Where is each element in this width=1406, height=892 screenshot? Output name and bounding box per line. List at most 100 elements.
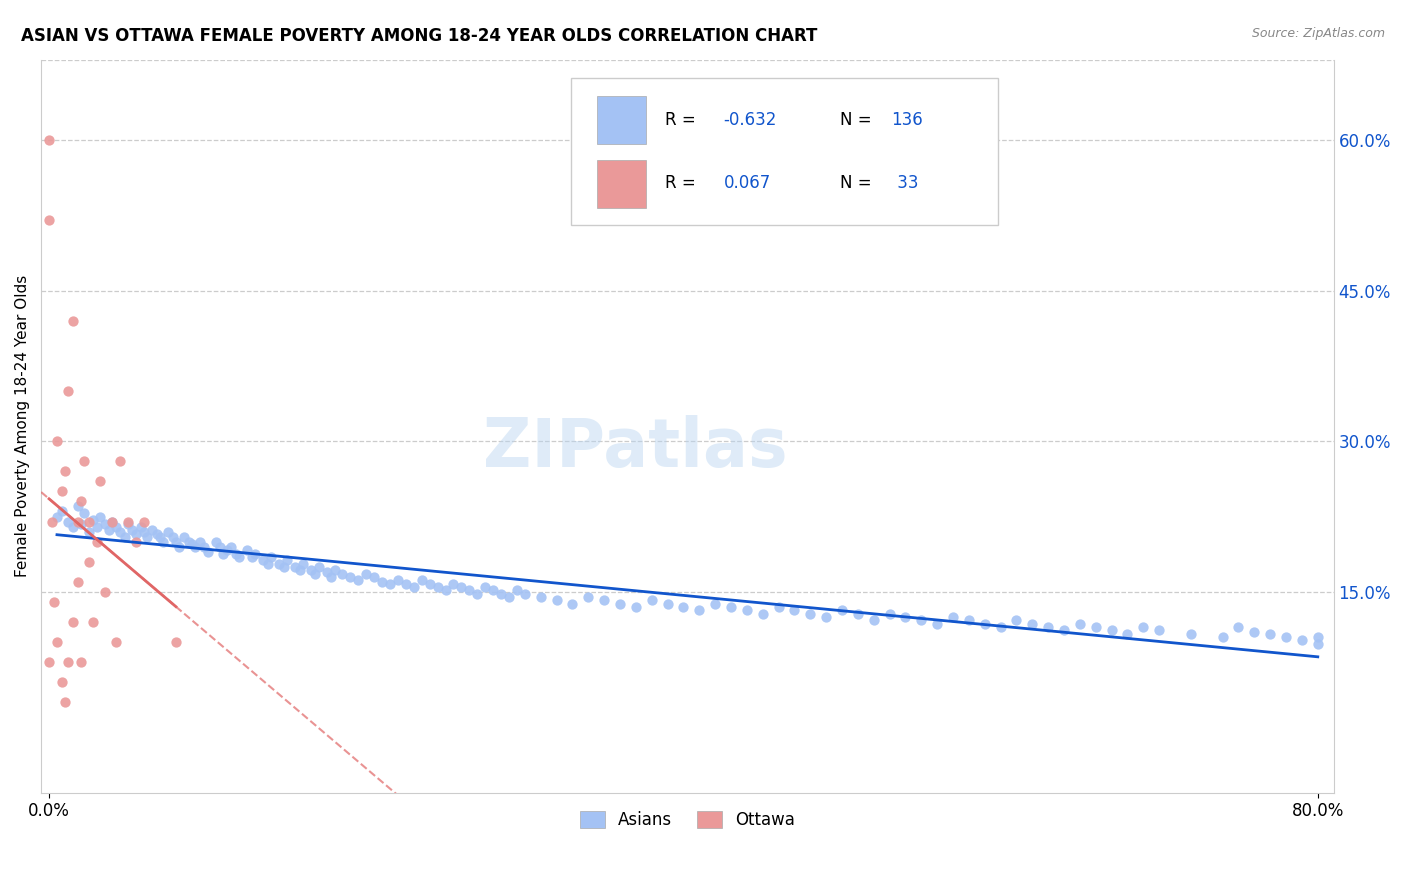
Point: [114, 530, 136, 544]
Point: [82, 512, 104, 526]
Point: [688, 603, 710, 617]
Point: [129, 519, 152, 533]
Point: [77, 555, 100, 569]
Point: [121, 523, 143, 537]
Point: [165, 635, 187, 649]
Point: [267, 557, 290, 571]
Point: [1291, 633, 1313, 648]
Point: [56, 515, 79, 529]
Point: [93, 584, 115, 599]
Point: [66, 500, 89, 514]
Point: [209, 540, 232, 554]
Text: R =: R =: [665, 111, 696, 128]
Point: [624, 599, 647, 614]
Point: [212, 547, 235, 561]
Point: [69, 655, 91, 669]
Point: [41, 515, 63, 529]
Text: Source: ZipAtlas.com: Source: ZipAtlas.com: [1251, 27, 1385, 40]
Point: [252, 552, 274, 566]
Point: [1084, 620, 1107, 634]
Point: [73, 507, 96, 521]
Point: [284, 559, 307, 574]
Point: [799, 607, 821, 621]
Point: [66, 515, 89, 529]
Point: [56, 384, 79, 398]
Point: [411, 573, 433, 587]
Point: [530, 590, 553, 604]
Point: [288, 563, 311, 577]
Point: [1147, 623, 1170, 637]
Point: [1275, 630, 1298, 644]
Point: [197, 544, 219, 558]
Point: [42, 595, 65, 609]
Point: [973, 616, 995, 631]
Point: [221, 540, 243, 554]
Point: [77, 524, 100, 539]
Point: [225, 547, 247, 561]
Point: [735, 603, 758, 617]
Point: [173, 530, 195, 544]
Point: [62, 314, 84, 328]
Point: [204, 534, 226, 549]
Legend: Asians, Ottawa: Asians, Ottawa: [572, 804, 801, 836]
FancyBboxPatch shape: [598, 96, 645, 144]
Point: [894, 610, 917, 624]
Point: [1227, 620, 1250, 634]
Text: R =: R =: [665, 174, 696, 192]
Y-axis label: Female Poverty Among 18-24 Year Olds: Female Poverty Among 18-24 Year Olds: [15, 275, 30, 577]
Point: [443, 576, 465, 591]
Point: [215, 542, 238, 557]
Point: [291, 557, 314, 571]
Point: [149, 530, 172, 544]
Point: [609, 597, 631, 611]
Point: [110, 524, 132, 539]
Point: [165, 534, 187, 549]
Point: [831, 603, 853, 617]
Point: [46, 434, 69, 449]
Point: [180, 536, 202, 550]
Point: [193, 540, 215, 554]
Point: [46, 635, 69, 649]
Point: [419, 576, 441, 591]
Point: [101, 515, 124, 529]
Point: [315, 565, 337, 579]
Point: [69, 516, 91, 531]
FancyBboxPatch shape: [571, 78, 998, 225]
Point: [768, 599, 790, 614]
Point: [751, 607, 773, 621]
Point: [450, 580, 472, 594]
Point: [53, 464, 76, 478]
Point: [657, 597, 679, 611]
Point: [465, 587, 488, 601]
Point: [69, 494, 91, 508]
Point: [51, 675, 73, 690]
Point: [1069, 616, 1091, 631]
Point: [395, 576, 418, 591]
Point: [957, 613, 980, 627]
Point: [228, 549, 250, 564]
Point: [323, 563, 346, 577]
Text: ZIPatlas: ZIPatlas: [484, 415, 787, 481]
Point: [188, 534, 211, 549]
Point: [942, 610, 965, 624]
Point: [1101, 623, 1123, 637]
Point: [240, 549, 263, 564]
Point: [513, 587, 536, 601]
Point: [110, 454, 132, 468]
Point: [1243, 625, 1265, 640]
Point: [89, 475, 111, 489]
Point: [101, 515, 124, 529]
Point: [321, 570, 343, 584]
Point: [1116, 627, 1139, 641]
Text: -0.632: -0.632: [724, 111, 778, 128]
Point: [402, 580, 425, 594]
Point: [236, 542, 259, 557]
Point: [304, 566, 326, 581]
Point: [927, 616, 949, 631]
Point: [276, 552, 298, 566]
Point: [862, 613, 884, 627]
Point: [1053, 623, 1076, 637]
Point: [125, 534, 148, 549]
Point: [354, 566, 377, 581]
Point: [62, 519, 84, 533]
